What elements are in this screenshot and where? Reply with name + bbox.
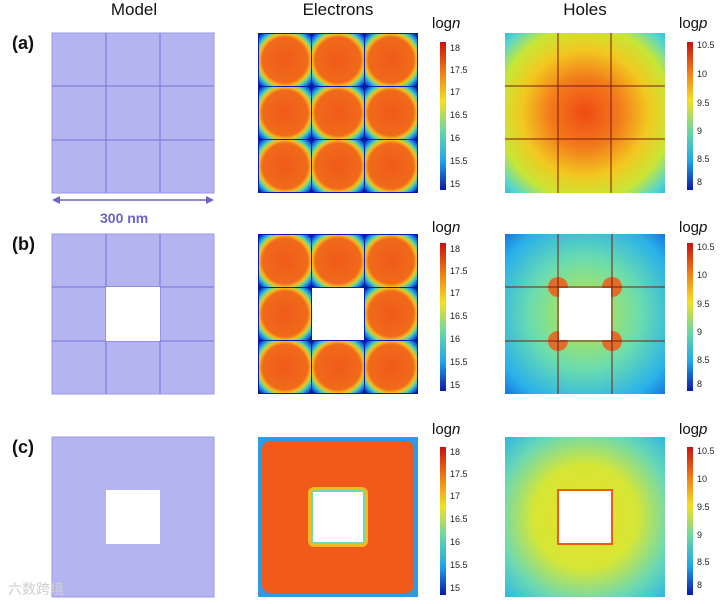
hole-map-c — [505, 437, 665, 597]
cb-e-label-c: logn — [432, 421, 461, 438]
tick-label: 17.5 — [450, 65, 468, 75]
tick-label: 8 — [697, 379, 703, 389]
tick-label: 16.5 — [450, 514, 468, 524]
tick-label: 16.5 — [450, 110, 468, 120]
electron-map-a — [258, 33, 418, 193]
tick-label: 18 — [450, 43, 461, 53]
tick-label: 9 — [697, 530, 703, 540]
tick-label: 8.5 — [697, 355, 710, 365]
tick-label: 17.5 — [450, 266, 468, 276]
tick-label: 16 — [450, 334, 461, 344]
tick-label: 10.5 — [697, 40, 715, 50]
title-electrons: Electrons — [302, 0, 374, 19]
tick-label: 9.5 — [697, 98, 710, 108]
model-panel-a — [51, 32, 215, 194]
tick-label: 9.5 — [697, 502, 710, 512]
tick-label: 15 — [450, 380, 461, 390]
cb-h-label-b: logp — [679, 219, 708, 236]
row-label-b: (b) — [12, 234, 35, 254]
tick-label: 8 — [697, 580, 703, 590]
tick-label: 18 — [450, 244, 461, 254]
cb-h-label-c: logp — [679, 421, 708, 438]
cb-e-label-b: logn — [432, 219, 461, 236]
scale-label: 300 nm — [100, 210, 149, 226]
tick-label: 17 — [450, 288, 461, 298]
tick-label: 15 — [450, 179, 461, 189]
electron-map-c — [258, 437, 418, 597]
scale-arrow — [52, 196, 214, 204]
tick-label: 15.5 — [450, 560, 468, 570]
tick-label: 16.5 — [450, 311, 468, 321]
tick-label: 18 — [450, 447, 461, 457]
tick-label: 8.5 — [697, 154, 710, 164]
tick-label: 9 — [697, 327, 703, 337]
tick-label: 16 — [450, 537, 461, 547]
tick-label: 16 — [450, 133, 461, 143]
tick-label: 10 — [697, 474, 708, 484]
tick-label: 10 — [697, 69, 708, 79]
cb-h-label-a: logp — [679, 15, 708, 32]
tick-label: 15 — [450, 583, 461, 593]
tick-label: 10.5 — [697, 446, 715, 456]
colorbar-holes-b — [687, 243, 693, 391]
hole-map-b — [505, 234, 665, 394]
electron-map-b — [258, 234, 418, 394]
tick-label: 15.5 — [450, 357, 468, 367]
colorbar-holes-c — [687, 447, 693, 595]
watermark: 六数跨境 — [8, 581, 64, 597]
tick-label: 15.5 — [450, 156, 468, 166]
title-model: Model — [110, 0, 158, 19]
hole-map-a — [505, 33, 665, 193]
row-label-c: (c) — [12, 437, 34, 457]
colorbar-electrons-b — [440, 243, 446, 391]
title-holes: Holes — [563, 0, 607, 19]
row-label-a: (a) — [12, 33, 34, 53]
tick-label: 17.5 — [450, 469, 468, 479]
tick-label: 9.5 — [697, 299, 710, 309]
colorbar-holes-a — [687, 42, 693, 190]
colorbar-electrons-a — [440, 42, 446, 190]
tick-label: 8 — [697, 177, 703, 187]
model-panel-c — [51, 436, 215, 598]
tick-label: 10.5 — [697, 242, 715, 252]
tick-label: 8.5 — [697, 557, 710, 567]
tick-label: 9 — [697, 126, 703, 136]
tick-label: 17 — [450, 491, 461, 501]
colorbar-electrons-c — [440, 447, 446, 595]
tick-label: 10 — [697, 270, 708, 280]
tick-label: 17 — [450, 87, 461, 97]
cb-e-label-a: logn — [432, 15, 461, 32]
model-panel-b — [51, 233, 215, 395]
